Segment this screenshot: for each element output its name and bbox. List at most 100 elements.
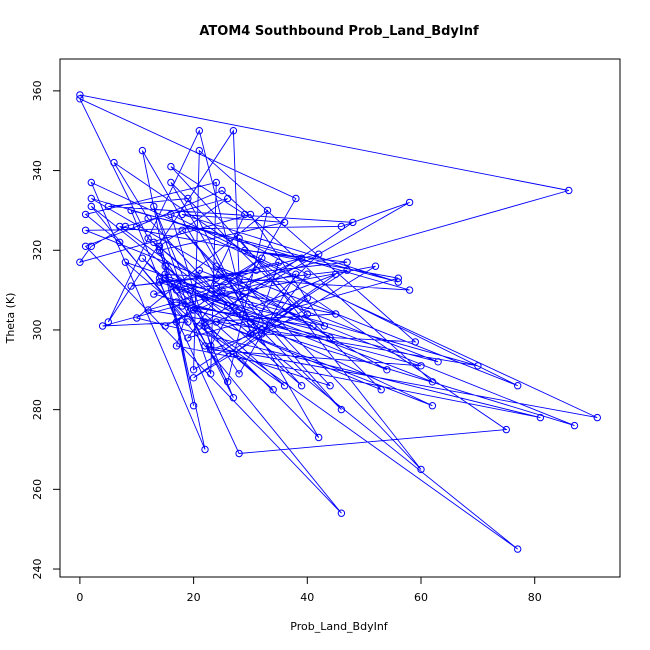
data-point	[167, 162, 175, 171]
data-point	[258, 330, 266, 338]
data-point	[565, 186, 573, 195]
data-point	[138, 146, 147, 155]
data-point	[229, 350, 238, 358]
data-point	[150, 290, 158, 298]
data-point	[207, 370, 215, 378]
data-point	[428, 378, 437, 386]
data-point	[269, 386, 277, 394]
data-point	[138, 254, 147, 262]
data-point	[201, 294, 209, 302]
data-point	[411, 338, 419, 346]
data-point	[417, 465, 425, 474]
data-point	[241, 210, 249, 219]
series-line	[78, 94, 598, 550]
data-point	[252, 266, 260, 274]
data-point	[405, 198, 414, 207]
data-point	[195, 266, 204, 274]
data-point	[87, 242, 96, 251]
x-tick-label: 80	[528, 591, 542, 604]
chart-title: ATOM4 Southbound Prob_Land_BdyInf	[199, 24, 479, 39]
data-point	[167, 210, 175, 219]
data-point	[76, 95, 84, 103]
data-point	[184, 194, 192, 203]
data-point	[434, 358, 442, 366]
data-point	[178, 226, 186, 235]
data-point	[155, 242, 164, 251]
data-point	[81, 210, 90, 219]
data-point	[224, 378, 232, 386]
data-point	[184, 334, 192, 342]
data-point	[116, 238, 124, 247]
data-point	[104, 318, 113, 326]
y-axis-label: Theta (K)	[4, 293, 17, 345]
data-point	[337, 405, 346, 414]
data-point	[121, 258, 130, 266]
data-point	[258, 326, 266, 334]
y-tick-label: 280	[31, 399, 44, 420]
data-point	[87, 194, 96, 203]
data-point	[280, 382, 289, 390]
data-point	[155, 246, 164, 255]
data-point	[161, 270, 169, 278]
data-point	[207, 346, 215, 354]
data-point	[343, 258, 351, 266]
data-point	[201, 342, 209, 350]
data-point	[195, 146, 204, 155]
y-tick-label: 360	[31, 80, 44, 101]
data-point	[218, 186, 226, 195]
data-point	[161, 322, 169, 330]
y-tick-label: 240	[31, 559, 44, 580]
data-point	[428, 402, 437, 410]
data-point	[337, 509, 346, 517]
y-tick-label: 260	[31, 479, 44, 500]
data-point	[263, 206, 272, 215]
data-point	[104, 202, 113, 211]
data-point	[172, 286, 181, 294]
data-point	[189, 306, 198, 314]
data-point	[536, 413, 545, 422]
data-point	[371, 262, 380, 270]
data-point	[218, 286, 226, 294]
y-tick-label: 320	[31, 240, 44, 261]
data-point	[167, 178, 175, 187]
data-point	[377, 386, 385, 394]
data-point	[110, 158, 118, 167]
x-tick-label: 20	[187, 591, 201, 604]
data-point	[246, 330, 255, 338]
data-point	[150, 238, 158, 247]
x-axis-label: Prob_Land_BdyInf	[290, 620, 389, 633]
data-point	[280, 218, 289, 227]
data-point	[133, 314, 141, 322]
data-point	[229, 127, 238, 135]
data-point	[303, 270, 311, 278]
data-point	[189, 366, 198, 374]
data-point	[172, 342, 181, 350]
data-point	[212, 262, 221, 270]
data-point	[332, 310, 340, 318]
data-point	[394, 274, 402, 282]
data-point	[292, 194, 300, 203]
data-point	[326, 382, 334, 390]
data-point	[127, 282, 135, 290]
data-point	[275, 258, 283, 266]
data-point	[320, 322, 329, 330]
data-point	[144, 214, 152, 223]
data-point	[184, 318, 192, 326]
data-point	[417, 362, 425, 370]
data-point	[150, 202, 158, 211]
data-point	[235, 274, 243, 282]
data-point	[258, 254, 266, 262]
y-tick-label: 300	[31, 319, 44, 340]
data-point	[172, 318, 181, 326]
data-point	[133, 222, 141, 231]
data-point	[127, 206, 135, 215]
data-point	[349, 218, 357, 227]
data-point	[235, 234, 243, 243]
series-layer	[76, 91, 601, 553]
data-point	[235, 449, 243, 458]
data-point	[87, 202, 96, 211]
data-point	[144, 234, 152, 243]
data-point	[229, 394, 238, 402]
x-tick-label: 60	[414, 591, 428, 604]
